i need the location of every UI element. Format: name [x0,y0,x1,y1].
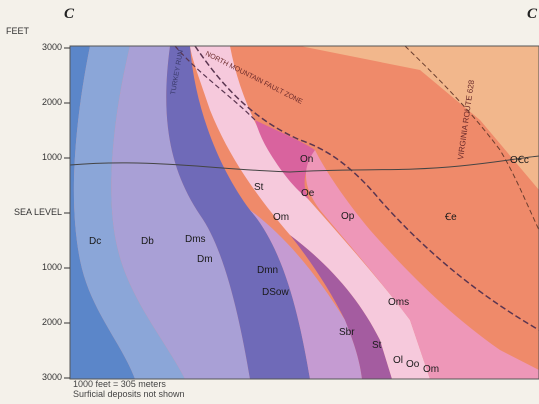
tick-label-2000-bottom: 2000 [2,317,62,327]
unit-label-occ: OꞒc [510,155,529,166]
unit-label-dc: Dc [89,236,101,247]
unit-label-dms: Dms [185,234,206,245]
unit-label-st-lower: St [372,340,382,351]
surficial-note: Surficial deposits not shown [73,389,185,399]
unit-label-sbr: Sbr [339,327,355,338]
unit-label-om: Om [273,212,289,223]
unit-label-om-lower: Om [423,364,439,375]
unit-label-oo: Oo [406,359,420,370]
section-notes: 1000 feet = 305 meters Surficial deposit… [73,379,185,399]
unit-label-ol: Ol [393,355,403,366]
axis-unit-label: FEET [6,26,29,36]
section-end-letter: C [527,6,537,23]
tick-label-3000-bottom: 3000 [2,372,62,382]
unit-label-on: On [300,154,313,165]
section-start-letter: C [64,6,74,23]
unit-label-oe: Oe [301,188,315,199]
tick-label-1000-top: 1000 [2,152,62,162]
axis-ticks [64,48,70,378]
unit-label-dm: Dm [197,254,213,265]
unit-label-dsow: DSow [262,287,289,298]
scale-note: 1000 feet = 305 meters [73,379,185,389]
tick-label-2000-top: 2000 [2,97,62,107]
unit-label-dmn: Dmn [257,265,278,276]
unit-label-ce: Ꞓe [444,212,457,223]
tick-label-1000-bottom: 1000 [2,262,62,272]
tick-label-3000-top: 3000 [2,42,62,52]
unit-label-st-upper: St [254,182,264,193]
unit-label-db: Db [141,236,154,247]
tick-label-sea-level: SEA LEVEL [2,207,62,217]
unit-label-oms: Oms [388,297,409,308]
unit-label-op: Op [341,211,355,222]
